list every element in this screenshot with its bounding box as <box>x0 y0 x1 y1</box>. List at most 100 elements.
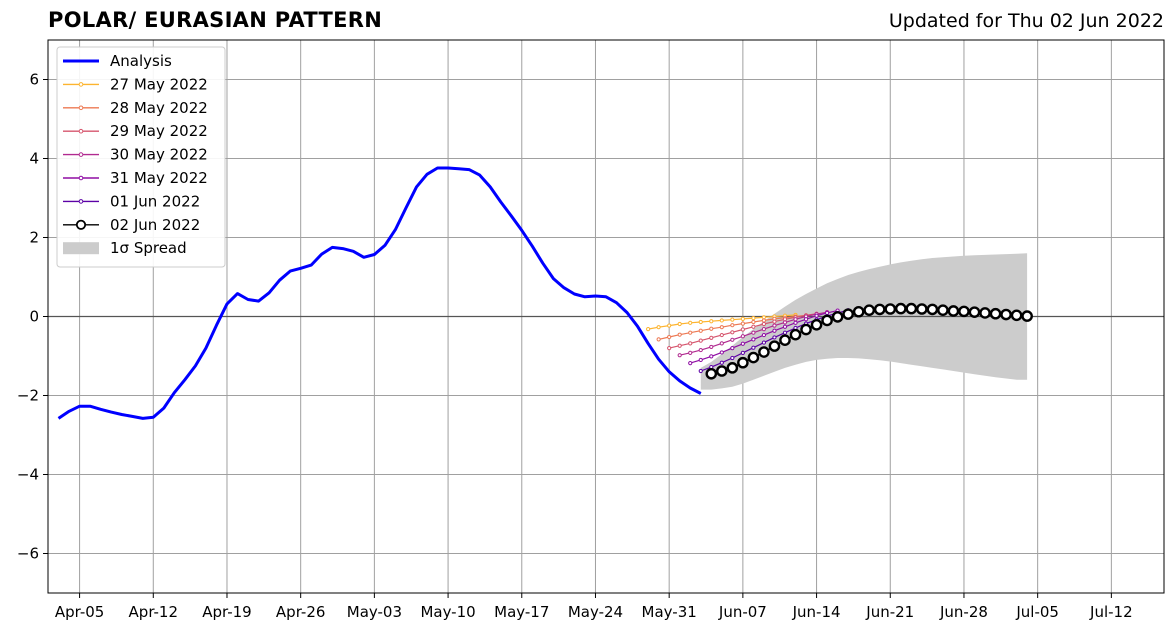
data-point <box>800 323 812 336</box>
data-point <box>698 357 703 363</box>
x-tick-label: Apr-12 <box>129 603 179 621</box>
data-point <box>730 355 735 361</box>
data-point <box>782 320 788 325</box>
data-point <box>667 346 672 351</box>
data-point <box>810 318 823 331</box>
data-point <box>968 306 981 318</box>
data-point <box>656 337 661 342</box>
data-point <box>737 356 749 369</box>
x-tick-label: Jul-12 <box>1089 603 1133 621</box>
data-point <box>751 324 756 329</box>
x-tick-label: Jun-14 <box>792 603 841 621</box>
data-point <box>761 321 767 327</box>
data-point <box>916 303 928 315</box>
data-point <box>698 328 703 333</box>
data-point <box>905 302 918 315</box>
data-point <box>751 345 756 350</box>
data-point <box>751 315 756 321</box>
x-tick-label: May-10 <box>420 603 475 621</box>
data-point <box>709 354 714 359</box>
data-point <box>772 319 777 324</box>
legend: Analysis 27 May 2022 28 May 2022 29 May 202… <box>56 46 226 268</box>
data-point <box>730 346 735 351</box>
data-point <box>758 346 770 358</box>
legend-marker <box>78 199 84 204</box>
y-tick-label: −4 <box>17 466 39 484</box>
data-point <box>761 340 767 345</box>
data-point <box>677 353 682 358</box>
x-tick-label: May-17 <box>494 603 549 621</box>
spread-layer <box>700 253 1028 390</box>
updated-date: Updated for Thu 02 Jun 2022 <box>888 10 1164 32</box>
data-point <box>719 325 724 330</box>
data-point <box>698 368 703 374</box>
legend-label: 1σ Spread <box>110 239 187 257</box>
data-point <box>740 350 745 355</box>
data-point <box>705 367 718 380</box>
data-point <box>772 328 777 333</box>
legend-marker <box>78 175 84 181</box>
data-point <box>709 335 714 340</box>
data-point <box>926 303 939 316</box>
data-point <box>751 319 756 325</box>
data-point <box>793 317 798 322</box>
data-point <box>894 302 907 315</box>
data-point <box>656 325 661 330</box>
data-point <box>667 323 672 328</box>
data-point <box>979 307 991 319</box>
data-point <box>884 303 897 315</box>
data-point <box>740 316 745 321</box>
data-point <box>726 362 739 374</box>
data-point <box>782 324 788 329</box>
legend-marker <box>75 219 87 230</box>
data-point <box>740 341 745 346</box>
x-tick-label: Jun-07 <box>718 603 767 621</box>
data-point <box>958 305 970 318</box>
x-tick-label: May-31 <box>642 603 697 621</box>
y-tick-label: −2 <box>17 387 39 405</box>
series-layer <box>57 166 1033 420</box>
y-tick-label: −6 <box>17 545 39 563</box>
data-point <box>719 360 724 365</box>
data-point <box>667 334 672 340</box>
legend-label: Analysis <box>110 52 172 70</box>
data-point <box>740 334 745 339</box>
data-point <box>863 304 876 316</box>
data-point <box>989 307 1002 320</box>
data-point <box>1000 308 1012 321</box>
data-point <box>751 337 756 342</box>
data-point <box>698 319 703 325</box>
data-point <box>709 344 714 350</box>
data-point <box>1010 309 1023 322</box>
x-tick-label: May-24 <box>568 603 623 621</box>
data-point <box>677 321 682 327</box>
data-point <box>688 320 693 325</box>
legend-label: 29 May 2022 <box>110 122 208 140</box>
data-point <box>852 305 865 318</box>
legend-label: 31 May 2022 <box>110 169 208 187</box>
data-point <box>730 337 735 342</box>
spread-band <box>700 253 1028 390</box>
legend-label: 28 May 2022 <box>110 99 208 117</box>
data-point <box>831 311 844 323</box>
chart-title: POLAR/ EURASIAN PATTERN <box>48 8 383 32</box>
data-point <box>677 343 682 348</box>
data-point <box>698 347 703 353</box>
y-tick-label: 2 <box>29 229 39 247</box>
data-point <box>730 330 735 335</box>
x-tick-label: May-03 <box>347 603 402 621</box>
legend-label: 02 Jun 2022 <box>110 216 200 234</box>
data-point <box>1021 310 1033 322</box>
data-point <box>937 304 949 316</box>
data-point <box>646 327 651 332</box>
legend-marker <box>78 128 84 134</box>
tick-layer: Apr-05 Apr-12 Apr-19 Apr-26 May-03 May-10 May-… <box>17 71 1133 622</box>
data-point <box>803 317 809 322</box>
legend-marker <box>78 152 84 157</box>
data-point <box>761 332 767 338</box>
data-point <box>698 338 703 343</box>
data-point <box>740 327 745 332</box>
data-point <box>793 320 798 325</box>
legend-marker <box>78 82 84 87</box>
x-tick-label: Apr-05 <box>55 603 105 621</box>
